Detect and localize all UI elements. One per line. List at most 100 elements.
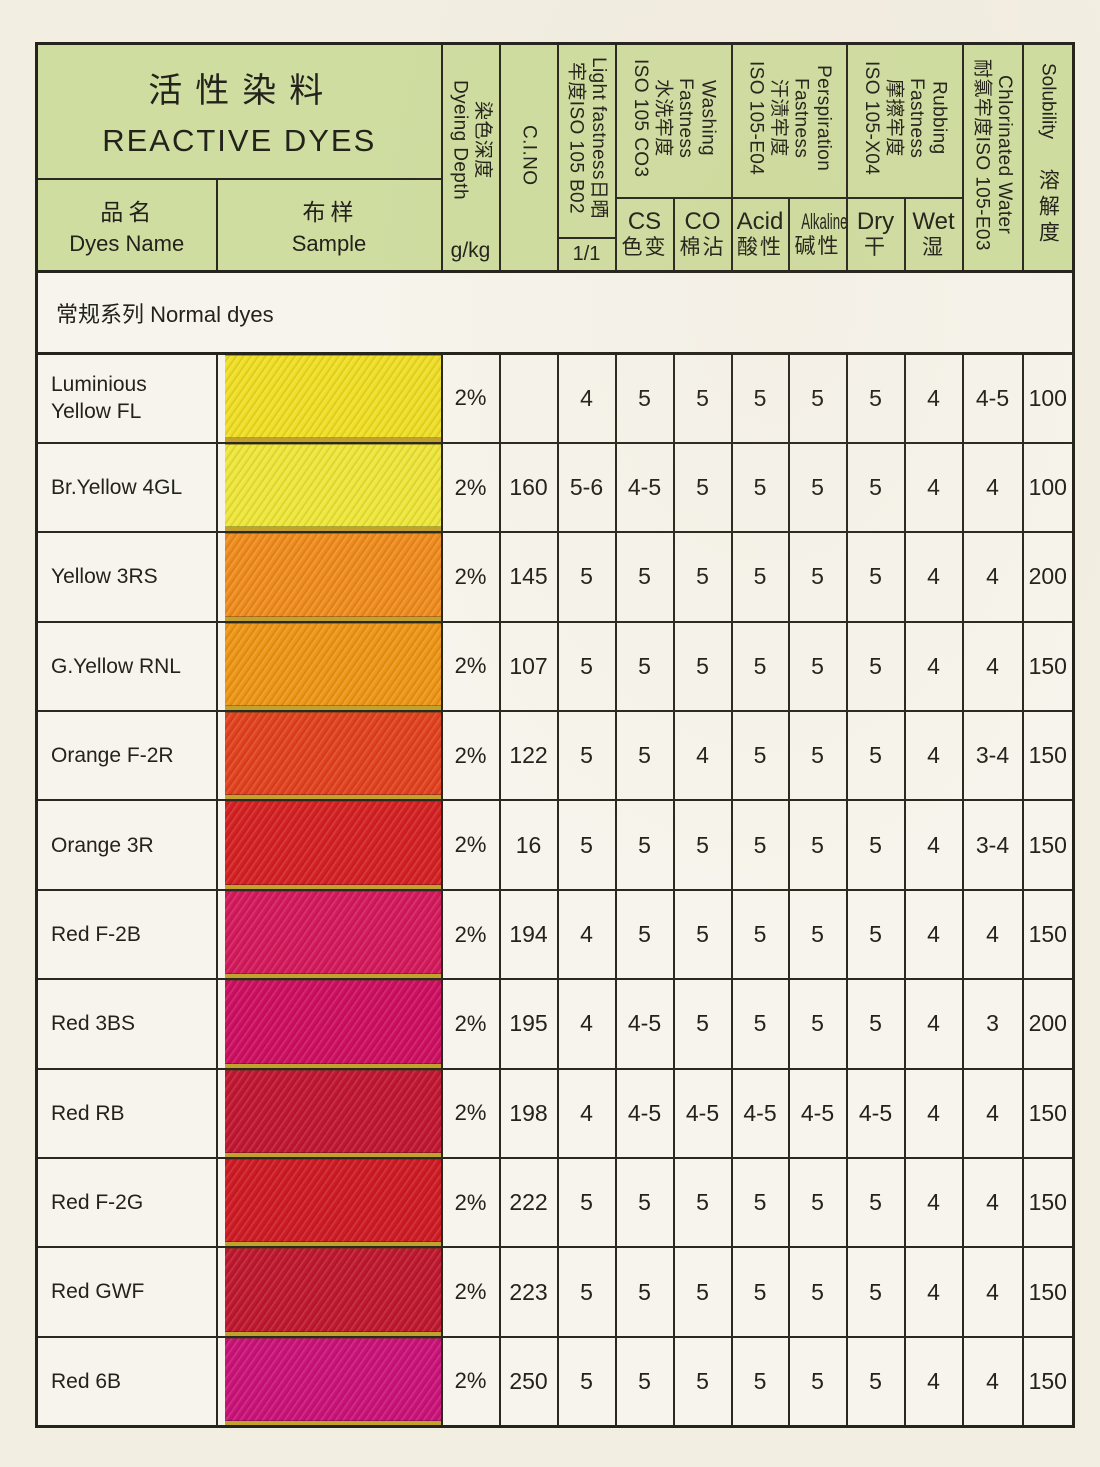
wet-cell: 4	[903, 799, 964, 891]
depth-cell: 2%	[440, 352, 501, 444]
col-header-dyeing-depth: 染色深度 Dyeing Depth g/kg	[440, 42, 501, 273]
dye-name: Luminious Yellow FL	[35, 352, 218, 444]
light-cell: 5	[556, 710, 617, 802]
cs-en: CS	[627, 208, 662, 236]
wet-cell: 4	[903, 888, 964, 981]
cs-cell: 5	[614, 888, 675, 981]
depth-cell: 2%	[440, 1246, 501, 1338]
dry-cell: 5	[845, 1246, 906, 1338]
light-cell: 4	[556, 1067, 617, 1160]
wet-cell: 4	[903, 1067, 964, 1160]
acid-cell: 5	[730, 710, 790, 802]
cs-cell: 5	[614, 710, 675, 802]
dry-cell: 5	[845, 620, 906, 713]
co-cell: 5	[672, 531, 733, 623]
ci_no-cell: 195	[498, 978, 559, 1070]
co-cell: 4	[672, 710, 733, 802]
subcol-header-acid: Acid 酸性	[730, 196, 790, 273]
fabric-swatch	[224, 1338, 440, 1425]
solubility-cell: 150	[1021, 1246, 1075, 1338]
cs-zh: 色变	[621, 236, 668, 260]
title-en: REACTIVE DYES	[102, 123, 377, 159]
alkaline-cell: 5	[787, 441, 848, 534]
subcol-header-cs: CS 色变	[614, 196, 675, 273]
dye-name: Red F-2B	[35, 888, 218, 981]
dry-cell: 5	[845, 1157, 906, 1249]
light-cell: 5	[556, 1157, 617, 1249]
acid-cell: 5	[730, 531, 790, 623]
acid-cell: 4-5	[730, 1067, 790, 1160]
light-cell: 5	[556, 620, 617, 713]
fabric-swatch	[224, 713, 440, 799]
wet-en: Wet	[912, 208, 955, 236]
acid-zh: 酸性	[737, 236, 783, 260]
dye-rows: 常规系列 Normal dyes Luminious Yellow FL 2% 4 5…	[35, 270, 1075, 1428]
ci_no-cell: 194	[498, 888, 559, 981]
perspiration-fastness-label: Perspiration Fastness 汗渍牢度 ISO 105-E04	[745, 61, 834, 176]
dry-cell: 5	[845, 1335, 906, 1428]
wet-cell: 4	[903, 1246, 964, 1338]
solubility-cell: 100	[1021, 441, 1075, 534]
acid-cell: 5	[730, 620, 790, 713]
cs-cell: 5	[614, 620, 675, 713]
light-fastness-label: Light fastness日晒 牢度ISO 105 B02	[565, 57, 609, 220]
ci-no-label: C.I.NO	[518, 124, 540, 186]
co-cell: 5	[672, 978, 733, 1070]
washing-fastness-label: Washing Fastness 水洗牢度 ISO 105 CO3	[630, 59, 719, 178]
fabric-swatch	[224, 1070, 440, 1157]
fabric-swatch	[224, 1160, 440, 1246]
co-cell: 5	[672, 1157, 733, 1249]
col-header-perspiration-fastness: Perspiration Fastness 汗渍牢度 ISO 105-E04	[730, 42, 848, 199]
acid-en: Acid	[736, 208, 784, 236]
fabric-swatch	[224, 355, 440, 441]
solubility-cell: 150	[1021, 799, 1075, 891]
table-row: Orange F-2R 2% 122 5 5 4 5 5 5 4 3-4 150	[35, 710, 1075, 802]
depth-cell: 2%	[440, 978, 501, 1070]
fabric-swatch	[224, 623, 440, 710]
wet-cell: 4	[903, 978, 964, 1070]
wet-cell: 4	[903, 441, 964, 534]
acid-cell: 5	[730, 352, 790, 444]
section-label: 常规系列 Normal dyes	[35, 270, 1075, 355]
chlorinated-water-label: Chlorinated Water 耐氯牢度ISO 105-E03	[971, 59, 1015, 251]
ci_no-cell: 222	[498, 1157, 559, 1249]
col-header-washing-fastness: Washing Fastness 水洗牢度 ISO 105 CO3	[614, 42, 733, 199]
chlorinated-cell: 4	[961, 1157, 1024, 1249]
chlorinated-cell: 4	[961, 620, 1024, 713]
table-row: Luminious Yellow FL 2% 4 5 5 5 5 5 4 4-5 100	[35, 352, 1075, 444]
ci_no-cell: 107	[498, 620, 559, 713]
table-row: Red F-2G 2% 222 5 5 5 5 5 5 4 4 150	[35, 1157, 1075, 1249]
alkaline-cell: 5	[787, 888, 848, 981]
solubility-cell: 200	[1021, 531, 1075, 623]
light-cell: 4	[556, 888, 617, 981]
light-cell: 4	[556, 352, 617, 444]
sample-cell	[215, 978, 443, 1070]
cs-cell: 5	[614, 1335, 675, 1428]
sample-cell	[215, 1157, 443, 1249]
acid-cell: 5	[730, 1335, 790, 1428]
dry-cell: 5	[845, 710, 906, 802]
alkaline-cell: 5	[787, 1335, 848, 1428]
dye-name: Red RB	[35, 1067, 218, 1160]
subcol-header-co: CO 棉沾	[672, 196, 733, 273]
dry-cell: 5	[845, 531, 906, 623]
dyeing-depth-label: 染色深度 Dyeing Depth	[449, 80, 493, 200]
ci_no-cell: 250	[498, 1335, 559, 1428]
solubility-cell: 150	[1021, 710, 1075, 802]
dye-name: Yellow 3RS	[35, 531, 218, 623]
dry-cell: 5	[845, 799, 906, 891]
alkaline-cell: 5	[787, 710, 848, 802]
ci_no-cell: 223	[498, 1246, 559, 1338]
co-cell: 5	[672, 352, 733, 444]
co-cell: 5	[672, 799, 733, 891]
light-ratio-label: 1/1	[572, 242, 601, 265]
card-title-cell: 活性染料 REACTIVE DYES	[35, 42, 443, 180]
table-row: Red 6B 2% 250 5 5 5 5 5 5 4 4 150	[35, 1335, 1075, 1428]
solubility-cell: 100	[1021, 352, 1075, 444]
dye-name: Red GWF	[35, 1246, 218, 1338]
subcol-header-alkaline: Alkaline 碱性	[787, 196, 848, 273]
light-cell: 5	[556, 1335, 617, 1428]
cs-cell: 4-5	[614, 1067, 675, 1160]
table-row: Yellow 3RS 2% 145 5 5 5 5 5 5 4 4 200	[35, 531, 1075, 623]
fabric-swatch	[224, 891, 440, 978]
